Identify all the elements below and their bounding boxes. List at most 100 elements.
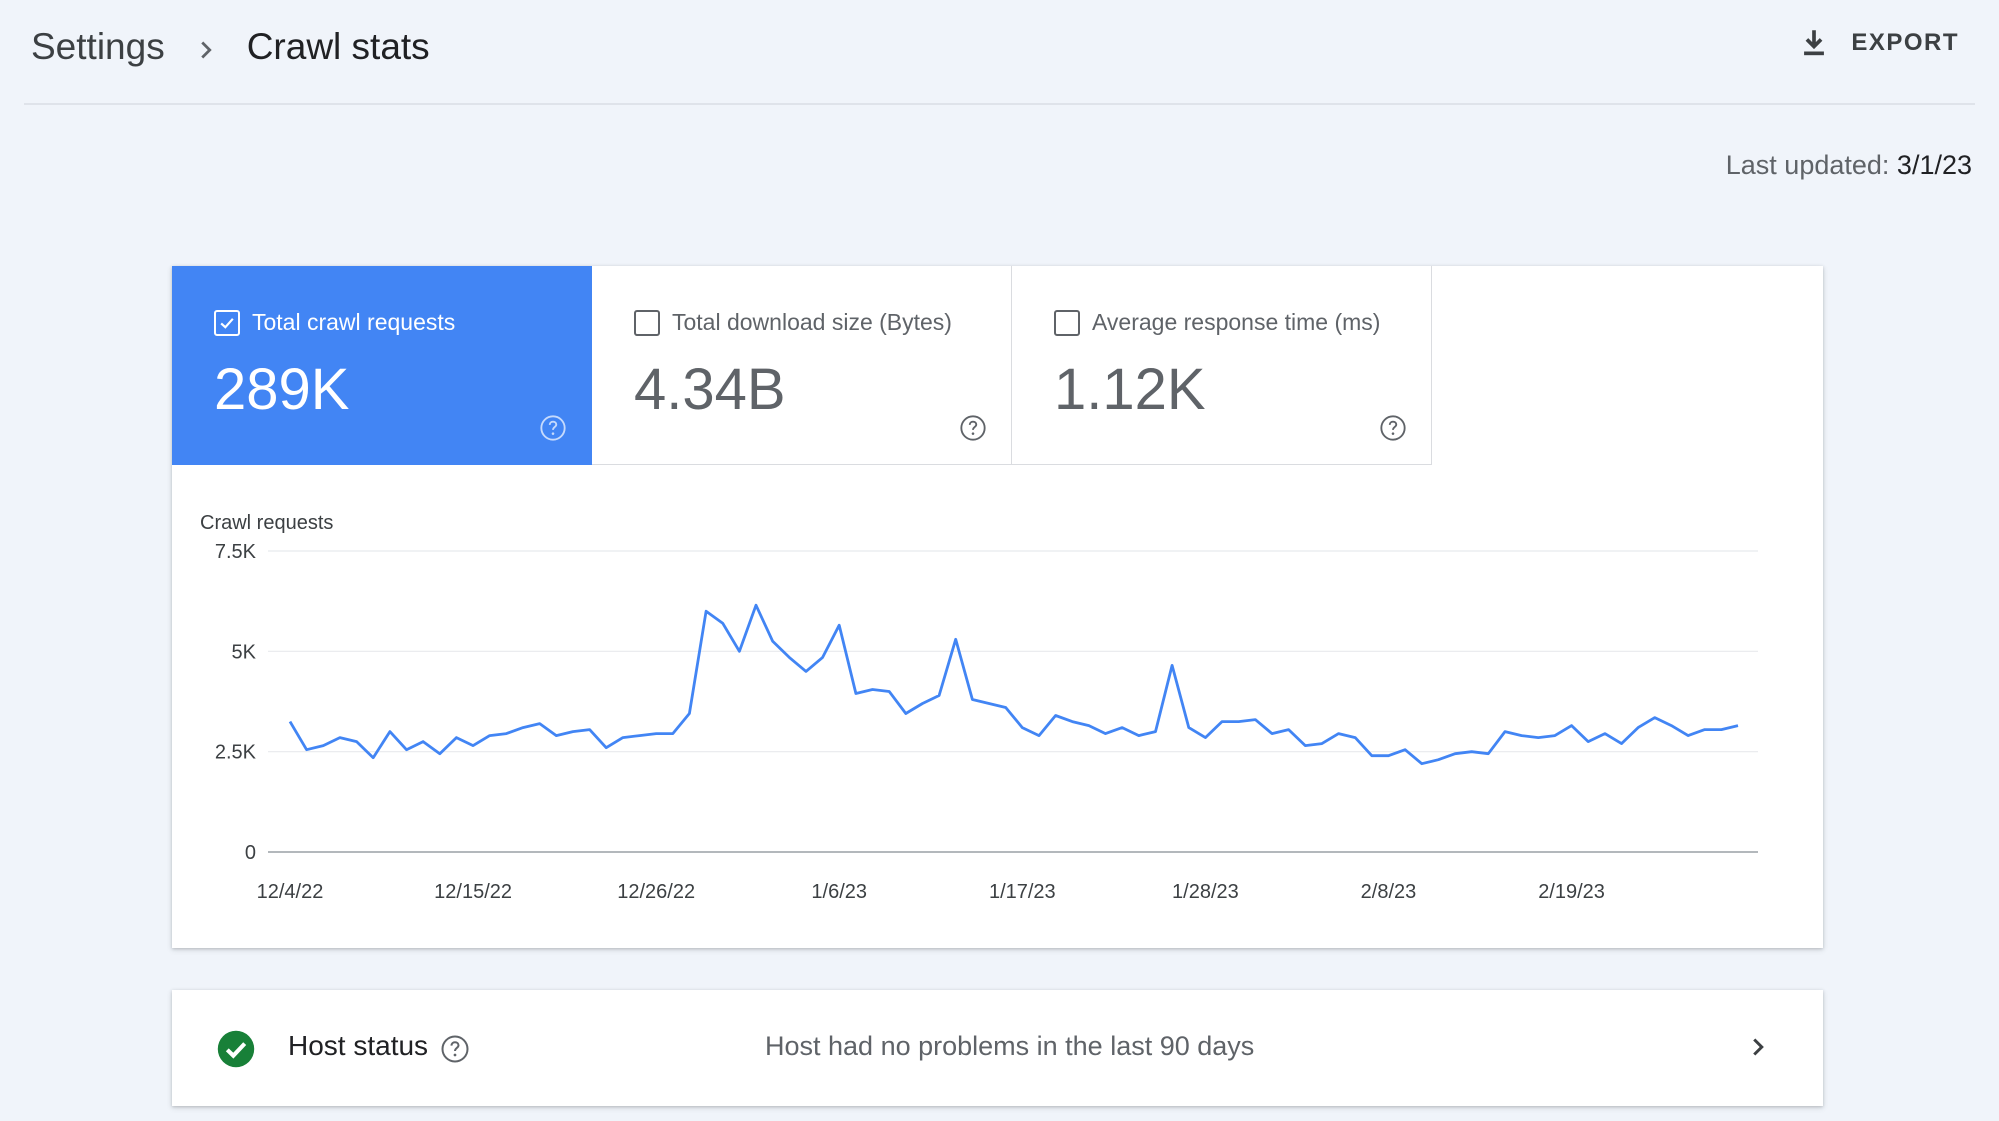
chart-point[interactable] (505, 732, 508, 735)
help-icon[interactable] (539, 414, 567, 442)
chart-point[interactable] (888, 690, 891, 693)
chart-point[interactable] (1437, 758, 1440, 761)
chart-point[interactable] (1504, 730, 1507, 733)
chart-point[interactable] (422, 740, 425, 743)
chart-point[interactable] (721, 622, 724, 625)
chart-point[interactable] (688, 712, 691, 715)
chart-point[interactable] (1554, 734, 1557, 737)
chart-point[interactable] (971, 698, 974, 701)
host-status-row[interactable]: Host status Host had no problems in the … (172, 990, 1823, 1106)
metric-average-response-time[interactable]: Average response time (ms) 1.12K (1012, 266, 1432, 465)
metric-total-crawl-requests[interactable]: Total crawl requests 289K (172, 266, 592, 465)
chart-point[interactable] (1587, 740, 1590, 743)
chart-point[interactable] (555, 734, 558, 737)
chart-point[interactable] (522, 726, 525, 729)
chart-point[interactable] (1221, 720, 1224, 723)
chart-point[interactable] (1054, 714, 1057, 717)
checkbox-checked[interactable] (214, 309, 240, 336)
chart-point[interactable] (904, 712, 907, 715)
chart-point[interactable] (1121, 726, 1124, 729)
chart-point[interactable] (1570, 724, 1573, 727)
chart-point[interactable] (855, 692, 858, 695)
chart-point[interactable] (1204, 736, 1207, 739)
chart-point[interactable] (1720, 728, 1723, 731)
chart-point[interactable] (389, 730, 392, 733)
chart-point[interactable] (1487, 752, 1490, 755)
chart-point[interactable] (355, 740, 358, 743)
chart-point[interactable] (322, 744, 325, 747)
chart-point[interactable] (1171, 664, 1174, 667)
chart-point[interactable] (438, 752, 441, 755)
checkbox-unchecked[interactable] (1054, 309, 1080, 336)
breadcrumb-settings-link[interactable]: Settings (31, 26, 165, 67)
chart-point[interactable] (588, 728, 591, 731)
chevron-right-icon[interactable] (1743, 1032, 1773, 1062)
chart-point[interactable] (638, 734, 641, 737)
chart-point[interactable] (1387, 754, 1390, 757)
chart-point[interactable] (1537, 736, 1540, 739)
chart-point[interactable] (954, 638, 957, 641)
chart-point[interactable] (838, 624, 841, 627)
chart-point[interactable] (622, 736, 625, 739)
chart-point[interactable] (788, 656, 791, 659)
chart-point[interactable] (488, 734, 491, 737)
chart-point[interactable] (1703, 728, 1706, 731)
chart-point[interactable] (1271, 732, 1274, 735)
chart-point[interactable] (1354, 736, 1357, 739)
chart-point[interactable] (455, 736, 458, 739)
chart-point[interactable] (1021, 726, 1024, 729)
chart-point[interactable] (705, 610, 708, 613)
chart-point[interactable] (671, 732, 674, 735)
chart-point[interactable] (1470, 750, 1473, 753)
chart-point[interactable] (755, 604, 758, 607)
metric-total-download-size[interactable]: Total download size (Bytes) 4.34B (592, 266, 1012, 465)
chart-point[interactable] (771, 640, 774, 643)
chart-point[interactable] (1337, 732, 1340, 735)
help-icon[interactable] (440, 1034, 470, 1064)
chart-point[interactable] (1670, 724, 1673, 727)
export-button[interactable]: EXPORT (1797, 26, 1959, 60)
chart-point[interactable] (821, 656, 824, 659)
chart-point[interactable] (1637, 726, 1640, 729)
crawl-requests-chart[interactable]: Crawl requests 0 2.5K 5K 7.5K 12/4/22 12/15/… (172, 465, 1823, 948)
chart-point[interactable] (339, 736, 342, 739)
chart-point[interactable] (1737, 724, 1740, 727)
chart-point[interactable] (1404, 748, 1407, 751)
chart-point[interactable] (1237, 720, 1240, 723)
chart-point[interactable] (988, 702, 991, 705)
chart-point[interactable] (1287, 728, 1290, 731)
chart-point[interactable] (1604, 732, 1607, 735)
chart-point[interactable] (1454, 752, 1457, 755)
chart-point[interactable] (871, 688, 874, 691)
chart-point[interactable] (305, 748, 308, 751)
chart-point[interactable] (938, 694, 941, 697)
chart-point[interactable] (1254, 718, 1257, 721)
chart-point[interactable] (738, 650, 741, 653)
chart-point[interactable] (1104, 732, 1107, 735)
help-icon[interactable] (1379, 414, 1407, 442)
chart-point[interactable] (289, 720, 292, 723)
chart-point[interactable] (372, 756, 375, 759)
chart-point[interactable] (572, 730, 575, 733)
chart-point[interactable] (1187, 726, 1190, 729)
chart-point[interactable] (1004, 706, 1007, 709)
chart-point[interactable] (1038, 734, 1041, 737)
chart-point[interactable] (538, 722, 541, 725)
chart-point[interactable] (1321, 742, 1324, 745)
chart-point[interactable] (1687, 734, 1690, 737)
chart-point[interactable] (1620, 742, 1623, 745)
chart-point[interactable] (805, 670, 808, 673)
chart-point[interactable] (1420, 762, 1423, 765)
chart-point[interactable] (1304, 744, 1307, 747)
chart-point[interactable] (605, 746, 608, 749)
chart-point[interactable] (1088, 724, 1091, 727)
help-icon[interactable] (959, 414, 987, 442)
chart-point[interactable] (472, 744, 475, 747)
chart-point[interactable] (1154, 730, 1157, 733)
chart-point[interactable] (921, 702, 924, 705)
chart-point[interactable] (1137, 734, 1140, 737)
chart-point[interactable] (1370, 754, 1373, 757)
checkbox-unchecked[interactable] (634, 309, 660, 336)
chart-point[interactable] (1071, 720, 1074, 723)
chart-point[interactable] (655, 732, 658, 735)
